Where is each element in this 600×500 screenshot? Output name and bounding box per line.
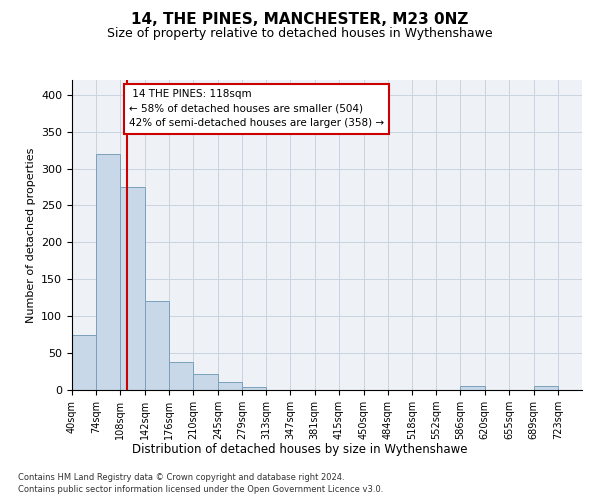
Bar [72,334,96,390]
Bar [242,387,266,390]
Bar [96,154,121,390]
Text: Size of property relative to detached houses in Wythenshawe: Size of property relative to detached ho… [107,28,493,40]
Text: 14 THE PINES: 118sqm
← 58% of detached houses are smaller (504)
42% of semi-deta: 14 THE PINES: 118sqm ← 58% of detached h… [129,89,384,128]
Text: Contains HM Land Registry data © Crown copyright and database right 2024.: Contains HM Land Registry data © Crown c… [18,472,344,482]
Text: 14, THE PINES, MANCHESTER, M23 0NZ: 14, THE PINES, MANCHESTER, M23 0NZ [131,12,469,28]
Bar [169,362,193,390]
Bar [218,382,242,390]
Bar [533,386,558,390]
Y-axis label: Number of detached properties: Number of detached properties [26,148,35,322]
Text: Distribution of detached houses by size in Wythenshawe: Distribution of detached houses by size … [132,442,468,456]
Text: Contains public sector information licensed under the Open Government Licence v3: Contains public sector information licen… [18,485,383,494]
Bar [121,187,145,390]
Bar [145,302,169,390]
Bar [460,386,485,390]
Bar [193,374,218,390]
